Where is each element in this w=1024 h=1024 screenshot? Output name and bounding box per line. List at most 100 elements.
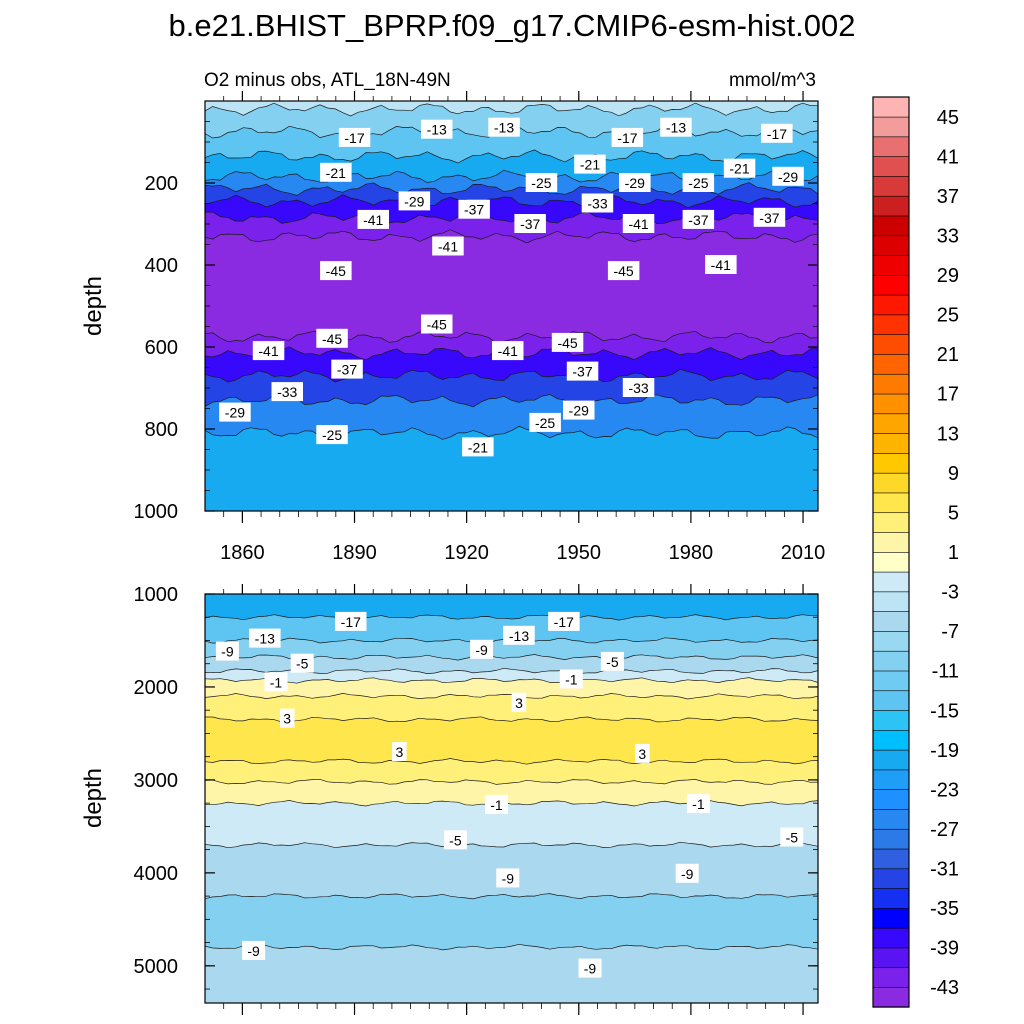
contour-label: -21 xyxy=(729,161,749,177)
contour-label: -37 xyxy=(520,216,540,232)
contour-label: -1 xyxy=(490,797,503,813)
contour-label: -37 xyxy=(464,202,484,218)
contour-label-box xyxy=(660,117,692,137)
contour-label: 3 xyxy=(283,711,291,727)
contour-label: -17 xyxy=(341,614,361,630)
contour-label: -5 xyxy=(786,830,799,846)
colorbar-swatch xyxy=(872,195,910,217)
contour-label-box xyxy=(320,261,352,281)
contour-label: -5 xyxy=(296,656,309,672)
contour-label-box xyxy=(622,378,655,397)
contour-label-box xyxy=(316,425,348,445)
colorbar-swatch xyxy=(872,808,910,830)
x-tick-label: 1980 xyxy=(669,542,714,564)
contour-label-box xyxy=(398,191,431,211)
bottom-panel-fill xyxy=(205,594,818,1003)
bottom-panel-frame xyxy=(204,593,819,1004)
contour-label-box xyxy=(503,625,535,645)
contour-label-box xyxy=(566,361,599,381)
x-tick-label: 1890 xyxy=(332,542,377,564)
top-panel-fill xyxy=(205,101,818,511)
contour-line xyxy=(205,716,818,723)
contour-label-box xyxy=(619,173,651,192)
contour-label-box xyxy=(335,611,367,631)
colorbar-label: -35 xyxy=(930,898,959,920)
colorbar-swatch xyxy=(872,848,910,870)
contour-label-box xyxy=(421,119,453,139)
contour-label: -37 xyxy=(572,364,592,380)
colorbar-swatch xyxy=(872,156,910,177)
contour-label-box xyxy=(252,341,285,361)
x-tick-label: 1920 xyxy=(444,542,489,564)
colorbar-swatch xyxy=(872,907,910,929)
contour-line xyxy=(205,758,818,765)
contour-label-box xyxy=(264,672,288,692)
y-tick-label: 1000 xyxy=(134,584,179,606)
contour-label-box xyxy=(581,193,614,213)
colorbar-label: -27 xyxy=(930,819,959,841)
contour-label: -21 xyxy=(468,439,488,455)
contour-label-box xyxy=(320,162,352,182)
contour-label: -25 xyxy=(531,175,551,191)
bottom-ylabel: depth xyxy=(80,768,107,828)
contour-line xyxy=(205,677,818,684)
contour-label: -9 xyxy=(584,961,597,977)
colorbar-swatch xyxy=(872,393,910,415)
contour-label: -41 xyxy=(628,216,648,232)
contour-label-box xyxy=(357,209,389,229)
contour-line xyxy=(205,229,818,244)
contour-band xyxy=(205,426,818,511)
contour-label: -41 xyxy=(711,257,731,273)
colorbar-label: 45 xyxy=(937,107,959,129)
contour-label: -45 xyxy=(557,335,577,351)
colorbar-swatch xyxy=(872,373,910,395)
top-panel-contours xyxy=(205,102,818,440)
contour-label: 3 xyxy=(638,746,646,762)
contour-label-box xyxy=(578,958,602,978)
colorbar-label: -3 xyxy=(941,582,959,604)
top-panel-axes: 200 400 600 800 1000 1860 1890 1920 1950 1980 2010 xyxy=(134,91,825,564)
contour-label: -17 xyxy=(344,130,364,146)
contour-line xyxy=(205,841,818,849)
colorbar-swatch xyxy=(872,769,910,790)
colorbar-swatch xyxy=(872,927,910,949)
contour-label: -9 xyxy=(475,642,488,658)
colorbar-swatch xyxy=(872,274,910,296)
figure-title: b.e21.BHIST_BPRP.f09_g17.CMIP6-esm-hist.… xyxy=(169,8,856,43)
colorbar-swatch xyxy=(872,531,910,553)
colorbar-swatch xyxy=(872,175,910,197)
colorbar-label: 17 xyxy=(937,384,959,406)
colorbar-swatch xyxy=(872,709,910,731)
contour-label-box xyxy=(753,207,786,227)
colorbar-label: 41 xyxy=(937,146,959,168)
colorbar-swatch xyxy=(872,611,910,632)
contour-label-box xyxy=(563,400,595,420)
contour-label-box xyxy=(271,382,303,402)
contour-label: -25 xyxy=(688,175,708,191)
contour-label-box xyxy=(772,166,804,186)
colorbar-swatch xyxy=(872,432,910,454)
contour-line xyxy=(205,368,818,383)
colorbar-swatch xyxy=(872,828,910,850)
contour-label: -29 xyxy=(569,403,589,419)
contour-label-box xyxy=(290,653,314,673)
contour-label: -41 xyxy=(438,239,458,255)
colorbar-label: 9 xyxy=(948,463,959,485)
contour-label-box xyxy=(432,236,464,256)
colorbar-label: 33 xyxy=(937,226,959,248)
y-tick-label: 200 xyxy=(145,173,178,195)
contour-label: -41 xyxy=(363,212,383,228)
x-tick-label: 1860 xyxy=(220,542,265,564)
colorbar-swatch xyxy=(872,967,910,988)
colorbar-swatch xyxy=(872,353,910,375)
contour-label-box xyxy=(488,117,520,137)
colorbar-swatch xyxy=(872,452,910,474)
contour-label-box xyxy=(682,173,715,192)
colorbar-label: 21 xyxy=(937,344,959,366)
contour-label: -9 xyxy=(247,943,260,959)
colorbar-swatch xyxy=(872,986,910,1008)
colorbar-label: -19 xyxy=(930,740,959,762)
contour-label: -37 xyxy=(337,362,357,378)
contour-label-box xyxy=(443,830,467,850)
contour-label-box xyxy=(622,214,655,233)
